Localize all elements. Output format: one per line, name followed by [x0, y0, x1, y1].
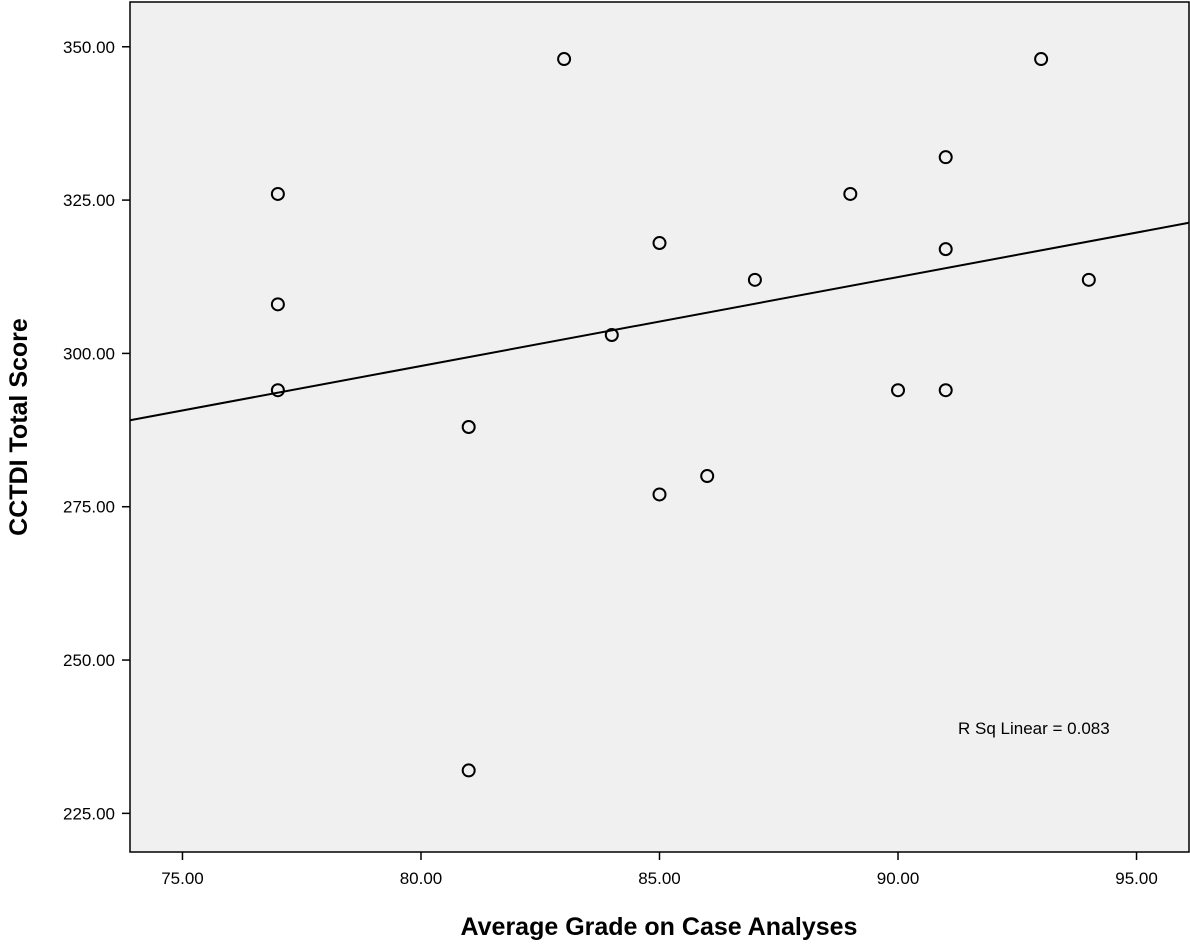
- x-tick-label-1: 80.00: [400, 869, 443, 888]
- data-point-9: [700, 469, 715, 484]
- data-point-15: [938, 383, 953, 398]
- data-point-8: [652, 487, 667, 502]
- y-tick-label-5: 350.00: [63, 38, 115, 57]
- y-tick-label-3: 300.00: [63, 344, 115, 363]
- y-tick-label-0: 225.00: [63, 804, 115, 823]
- x-tick-label-4: 95.00: [1115, 869, 1158, 888]
- data-point-2: [270, 383, 285, 398]
- points-layer: [270, 52, 1096, 778]
- x-tick-label-0: 75.00: [161, 869, 204, 888]
- fit-line-layer: [129, 221, 1190, 422]
- data-point-16: [1034, 52, 1049, 67]
- data-point-7: [652, 236, 667, 251]
- data-point-4: [461, 763, 476, 778]
- y-axis-title: CCTDI Total Score: [5, 318, 33, 536]
- r-squared-annotation: R Sq Linear = 0.083: [958, 719, 1110, 738]
- x-axis: 75.00 80.00 85.00 90.00 95.00: [161, 852, 1158, 888]
- y-tick-label-1: 250.00: [63, 651, 115, 670]
- data-point-12: [891, 383, 906, 398]
- x-tick-label-2: 85.00: [638, 869, 681, 888]
- data-point-3: [461, 420, 476, 434]
- fit-line: [129, 221, 1190, 422]
- data-point-0: [270, 186, 285, 201]
- y-tick-label-4: 325.00: [63, 191, 115, 210]
- data-point-1: [270, 297, 285, 312]
- data-point-11: [843, 186, 858, 201]
- data-point-5: [557, 52, 572, 67]
- plot-area: [129, 1, 1190, 853]
- x-tick-label-3: 90.00: [877, 869, 920, 888]
- data-point-14: [938, 242, 953, 257]
- data-point-6: [604, 328, 619, 343]
- x-axis-title: Average Grade on Case Analyses: [461, 913, 858, 941]
- data-point-17: [1081, 272, 1096, 287]
- data-point-10: [747, 272, 762, 287]
- data-point-13: [938, 150, 953, 165]
- y-tick-label-2: 275.00: [63, 498, 115, 517]
- y-axis: 225.00 250.00 275.00 300.00 325.00 350.00: [63, 38, 130, 823]
